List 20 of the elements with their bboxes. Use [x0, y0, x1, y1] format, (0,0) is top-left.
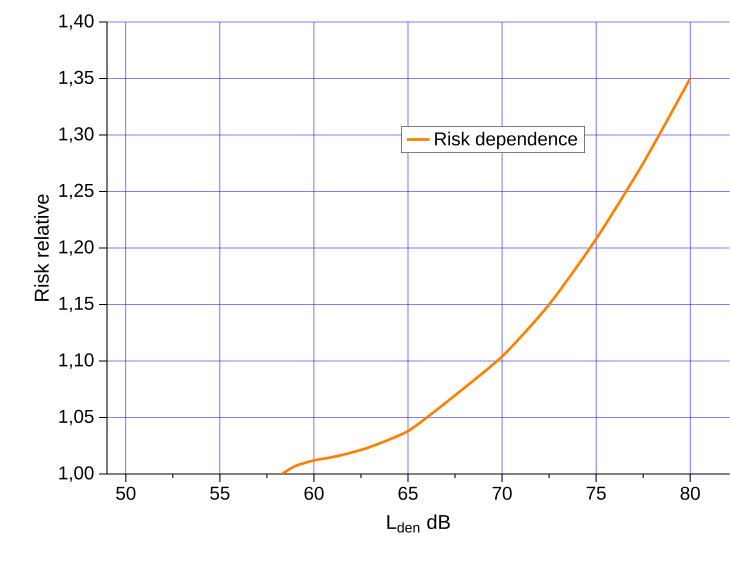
y-tick-label: 1,00	[59, 466, 94, 482]
x-tick-label: 65	[398, 486, 418, 500]
y-tick-label: 1,40	[59, 14, 94, 30]
line-series	[280, 77, 692, 474]
y-tick-label: 1,35	[59, 70, 94, 86]
y-tick-label: 1,15	[59, 296, 94, 312]
x-tick-label: 70	[492, 486, 512, 500]
x-axis-title: L$_{den}$ dB	[387, 514, 450, 533]
x-tick-label: 55	[210, 486, 230, 500]
x-tick-label: 50	[116, 486, 136, 500]
y-tick-label: 1,20	[59, 240, 94, 256]
y-tick-label: 1,05	[59, 410, 94, 426]
y-axis-title: Risk relative	[34, 194, 49, 301]
y-tick-label: 1,10	[59, 353, 94, 369]
x-tick-label: 60	[304, 486, 324, 500]
y-tick-label: 1,25	[59, 184, 94, 200]
y-tick-label: 1,30	[59, 127, 94, 143]
x-tick-label: 80	[680, 486, 700, 500]
legend-label: Risk dependence	[435, 132, 578, 150]
x-tick-label: 75	[586, 486, 606, 500]
